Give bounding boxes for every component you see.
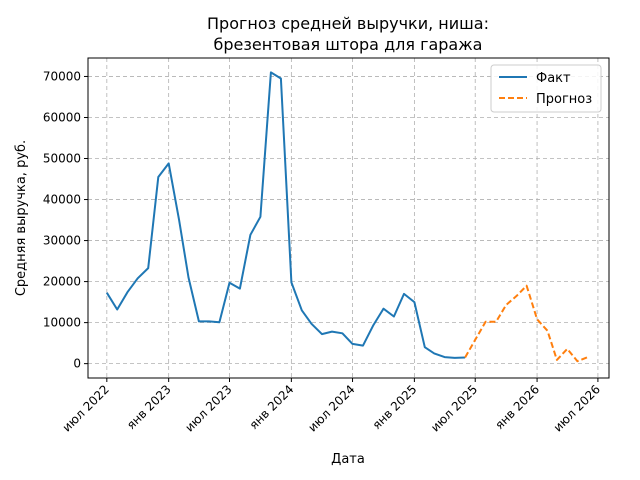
y-axis-label: Средняя выручка, руб. — [14, 140, 29, 296]
y-tick-label: 50000 — [43, 152, 81, 166]
plot-frame — [87, 57, 610, 379]
chart-title-line-2: брезентовая штора для гаража — [214, 35, 483, 54]
y-tick-label: 0 — [73, 357, 81, 371]
y-tick-label: 30000 — [43, 234, 81, 248]
y-tick-label: 40000 — [43, 193, 81, 207]
y-tick-label: 70000 — [43, 69, 81, 83]
y-tick-label: 20000 — [43, 275, 81, 289]
series-lines — [105, 71, 589, 363]
y-tick-label: 60000 — [43, 110, 81, 124]
chart-title-line-1: Прогноз средней выручки, ниша: — [207, 14, 489, 33]
legend-label-fact: Факт — [536, 71, 571, 86]
series-line-fact — [105, 71, 466, 359]
y-tick-label: 10000 — [43, 316, 81, 330]
x-axis-label: Дата — [331, 452, 365, 467]
legend-label-forecast: Прогноз — [536, 92, 592, 107]
legend: Факт Прогноз — [490, 64, 602, 113]
y-axis: 0 10000 20000 30000 40000 50000 60000 70000 — [43, 69, 88, 371]
